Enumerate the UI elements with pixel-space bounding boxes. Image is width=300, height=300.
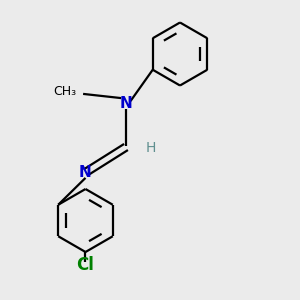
Text: N: N [79, 165, 92, 180]
Text: Cl: Cl [76, 256, 94, 274]
Text: CH₃: CH₃ [53, 85, 76, 98]
Text: N: N [120, 96, 132, 111]
Text: H: H [146, 142, 156, 155]
